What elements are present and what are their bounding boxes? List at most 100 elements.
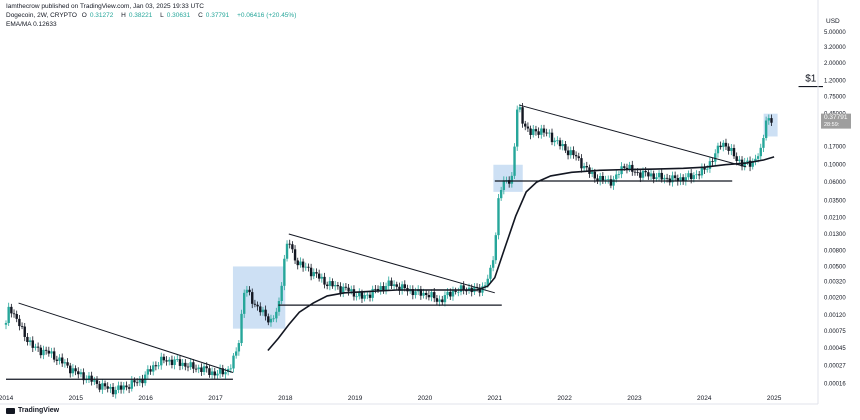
candle-up	[457, 291, 460, 293]
highlight-boxes	[232, 113, 778, 329]
candle-up	[553, 140, 556, 143]
candle-up	[109, 386, 112, 389]
published-line: Iamthecrow published on TradingView.com,…	[6, 3, 204, 10]
candle-down	[435, 298, 439, 302]
bar-countdown-label: 28:59:	[824, 122, 840, 128]
candle-down	[403, 284, 406, 289]
candle-down	[566, 150, 570, 156]
candle-down	[119, 385, 123, 390]
candles	[4, 103, 773, 399]
candle-up	[63, 362, 67, 364]
candle-up	[459, 285, 463, 292]
candle-down	[184, 362, 187, 367]
candle-down	[192, 362, 195, 369]
candle-up	[366, 294, 369, 296]
candle-down	[419, 289, 423, 296]
y-tick-label: 0.00200	[824, 296, 846, 302]
candle-up	[561, 144, 564, 147]
candle-down	[323, 276, 326, 285]
candle-up	[7, 306, 10, 323]
candle-down	[248, 289, 251, 293]
indicator-label: EMA/MA	[6, 21, 32, 28]
candle-down	[665, 177, 669, 179]
x-tick-label: 2017	[208, 395, 223, 402]
candle-up	[358, 292, 361, 297]
candle-down	[639, 172, 642, 178]
candle-up	[189, 362, 192, 368]
candle-up	[607, 179, 610, 181]
candle-up	[510, 175, 514, 184]
y-tick-label: 0.01300	[824, 232, 846, 238]
candle-up	[283, 258, 286, 286]
tradingview-brand: TradingView	[18, 407, 60, 414]
candle-down	[162, 356, 166, 361]
candle-down	[125, 385, 128, 388]
candle-up	[384, 286, 388, 291]
last-price-label: 0.37791	[824, 114, 848, 121]
candle-up	[34, 346, 37, 348]
candle-down	[524, 123, 527, 127]
candle-down	[205, 366, 208, 369]
candle-down	[398, 286, 401, 291]
candle-up	[759, 147, 762, 157]
close-value: C 0.37791	[198, 12, 230, 19]
candle-up	[285, 243, 289, 259]
candle-down	[507, 180, 511, 184]
candle-down	[572, 150, 575, 156]
candle-up	[328, 281, 332, 286]
candle-down	[529, 128, 532, 135]
indicator-value: 0.12633	[33, 21, 57, 28]
candle-up	[304, 266, 307, 268]
ema-ma-line	[267, 156, 775, 352]
candle-up	[50, 351, 53, 354]
candle-down	[12, 313, 16, 315]
candle-down	[609, 179, 613, 186]
candle-down	[291, 244, 294, 250]
tradingview-logo[interactable]: TradingView	[6, 407, 59, 414]
candle-down	[267, 316, 270, 323]
x-tick-label: 2019	[348, 395, 363, 402]
candle-down	[133, 380, 136, 383]
candle-up	[93, 380, 96, 382]
candle-down	[478, 287, 481, 293]
candle-up	[532, 129, 535, 135]
candle-down	[194, 368, 198, 370]
ohlc-line: Dogecoin, 2W, CRYPTO O 0.31272 H 0.38221 L…	[6, 12, 302, 19]
candle-up	[491, 260, 495, 268]
candle-down	[39, 347, 42, 356]
candle-up	[612, 179, 615, 186]
candle-up	[280, 285, 283, 302]
candle-down	[390, 280, 393, 287]
candle-up	[700, 167, 704, 176]
candle-down	[719, 145, 722, 148]
candle-down	[296, 260, 299, 266]
candle-up	[714, 153, 717, 162]
candle-up	[722, 142, 725, 148]
candle-up	[746, 160, 749, 162]
candle-up	[269, 318, 273, 323]
candle-up	[489, 267, 492, 279]
open-value: O 0.31272	[81, 12, 114, 19]
candle-up	[197, 367, 200, 370]
candle-up	[261, 309, 265, 313]
candle-up	[122, 385, 125, 390]
y-tick-label: 0.10000	[824, 163, 846, 169]
candle-down	[644, 170, 647, 173]
candle-up	[152, 365, 155, 372]
candle-up	[451, 290, 455, 297]
candle-down	[135, 382, 139, 384]
candle-down	[577, 156, 580, 159]
candle-up	[657, 172, 661, 178]
candle-up	[655, 177, 658, 180]
candle-up	[71, 368, 75, 374]
candle-up	[414, 291, 417, 296]
y-tick-label: 1.20000	[824, 78, 846, 84]
y-tick-label: 0.75000	[824, 94, 846, 100]
candle-up	[202, 366, 206, 373]
candle-up	[392, 284, 396, 287]
candle-up	[157, 365, 160, 367]
candle-down	[339, 286, 342, 293]
y-tick-label: 0.06000	[824, 180, 846, 186]
